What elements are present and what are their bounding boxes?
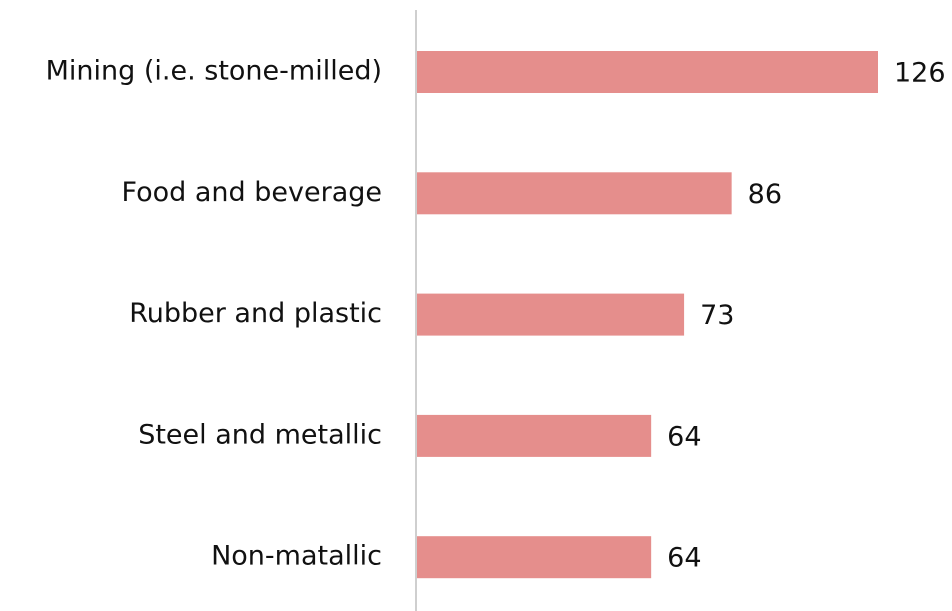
bar <box>417 536 652 579</box>
bar <box>417 293 685 336</box>
bar <box>417 414 652 457</box>
value-label: 126 <box>894 58 946 89</box>
category-label: Steel and metallic <box>138 419 382 450</box>
category-label: Non-matallic <box>211 541 382 572</box>
category-label: Rubber and plastic <box>129 298 382 329</box>
value-label: 73 <box>700 300 734 331</box>
category-label: Food and beverage <box>122 177 382 208</box>
category-label: Mining (i.e. stone-milled) <box>46 56 382 87</box>
value-label: 64 <box>667 421 701 452</box>
bar <box>417 51 878 93</box>
value-label: 64 <box>667 543 701 574</box>
bar <box>417 172 732 215</box>
value-label: 86 <box>748 179 782 210</box>
